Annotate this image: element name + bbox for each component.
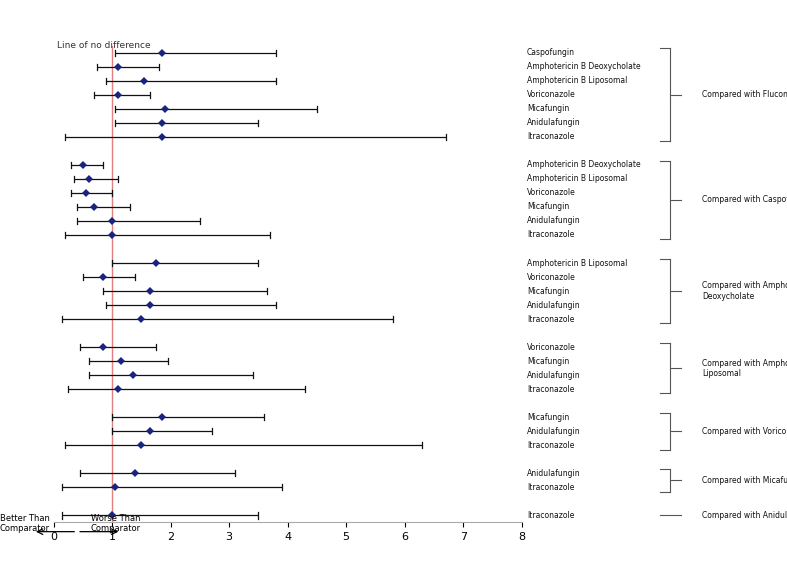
Text: Compared with Voriconazole: Compared with Voriconazole xyxy=(702,427,787,436)
Text: Itraconazole: Itraconazole xyxy=(527,483,575,492)
Text: Source: Ann Clin Mircobiol Antimicrob © 1999-2009 BioMed Central Ltd: Source: Ann Clin Mircobiol Antimicrob © … xyxy=(471,553,771,562)
Text: Micafungin: Micafungin xyxy=(527,287,569,296)
Text: Itraconazole: Itraconazole xyxy=(527,441,575,450)
Text: Anidulafungin: Anidulafungin xyxy=(527,118,581,127)
Text: Amphotericin B Liposomal: Amphotericin B Liposomal xyxy=(527,174,627,183)
Text: Micafungin: Micafungin xyxy=(527,357,569,365)
Text: Anidulafungin: Anidulafungin xyxy=(527,469,581,478)
Text: Compared with Micafungin: Compared with Micafungin xyxy=(702,476,787,485)
Text: Caspofungin: Caspofungin xyxy=(527,48,575,57)
Text: Compared with Anidulafungin: Compared with Anidulafungin xyxy=(702,511,787,520)
Text: Amphotericin B Liposomal: Amphotericin B Liposomal xyxy=(527,77,627,85)
Text: Voriconazole: Voriconazole xyxy=(527,272,576,282)
Text: Itraconazole: Itraconazole xyxy=(527,231,575,239)
Text: Voriconazole: Voriconazole xyxy=(527,188,576,198)
Text: Itraconazole: Itraconazole xyxy=(527,132,575,142)
Text: Itraconazole: Itraconazole xyxy=(527,385,575,394)
Text: Voriconazole: Voriconazole xyxy=(527,343,576,352)
Text: Worse Than
Comparator: Worse Than Comparator xyxy=(91,514,141,533)
Text: Better Than
Comparator: Better Than Comparator xyxy=(0,514,50,533)
Text: Line of no difference: Line of no difference xyxy=(57,41,151,50)
Text: Itraconazole: Itraconazole xyxy=(527,511,575,520)
Text: Voriconazole: Voriconazole xyxy=(527,90,576,99)
Text: Compared with Amphotericin B
Liposomal: Compared with Amphotericin B Liposomal xyxy=(702,359,787,378)
Text: Anidulafungin: Anidulafungin xyxy=(527,371,581,380)
Text: Amphotericin B Liposomal: Amphotericin B Liposomal xyxy=(527,259,627,268)
Text: Anidulafungin: Anidulafungin xyxy=(527,300,581,309)
Text: Itraconazole: Itraconazole xyxy=(527,315,575,324)
Text: Compared with Fluconazole: Compared with Fluconazole xyxy=(702,90,787,99)
Text: Amphotericin B Deoxycholate: Amphotericin B Deoxycholate xyxy=(527,62,641,71)
Text: Medscape: Medscape xyxy=(9,7,127,27)
Text: Amphotericin B Deoxycholate: Amphotericin B Deoxycholate xyxy=(527,160,641,170)
Text: Compared with Amphotericin B
Deoxycholate: Compared with Amphotericin B Deoxycholat… xyxy=(702,282,787,301)
Text: Anidulafungin: Anidulafungin xyxy=(527,216,581,226)
Text: Anidulafungin: Anidulafungin xyxy=(527,427,581,436)
Text: Compared with Caspofungin: Compared with Caspofungin xyxy=(702,195,787,204)
Text: Micafungin: Micafungin xyxy=(527,203,569,211)
Text: Micafungin: Micafungin xyxy=(527,104,569,113)
Text: Micafungin: Micafungin xyxy=(527,413,569,422)
